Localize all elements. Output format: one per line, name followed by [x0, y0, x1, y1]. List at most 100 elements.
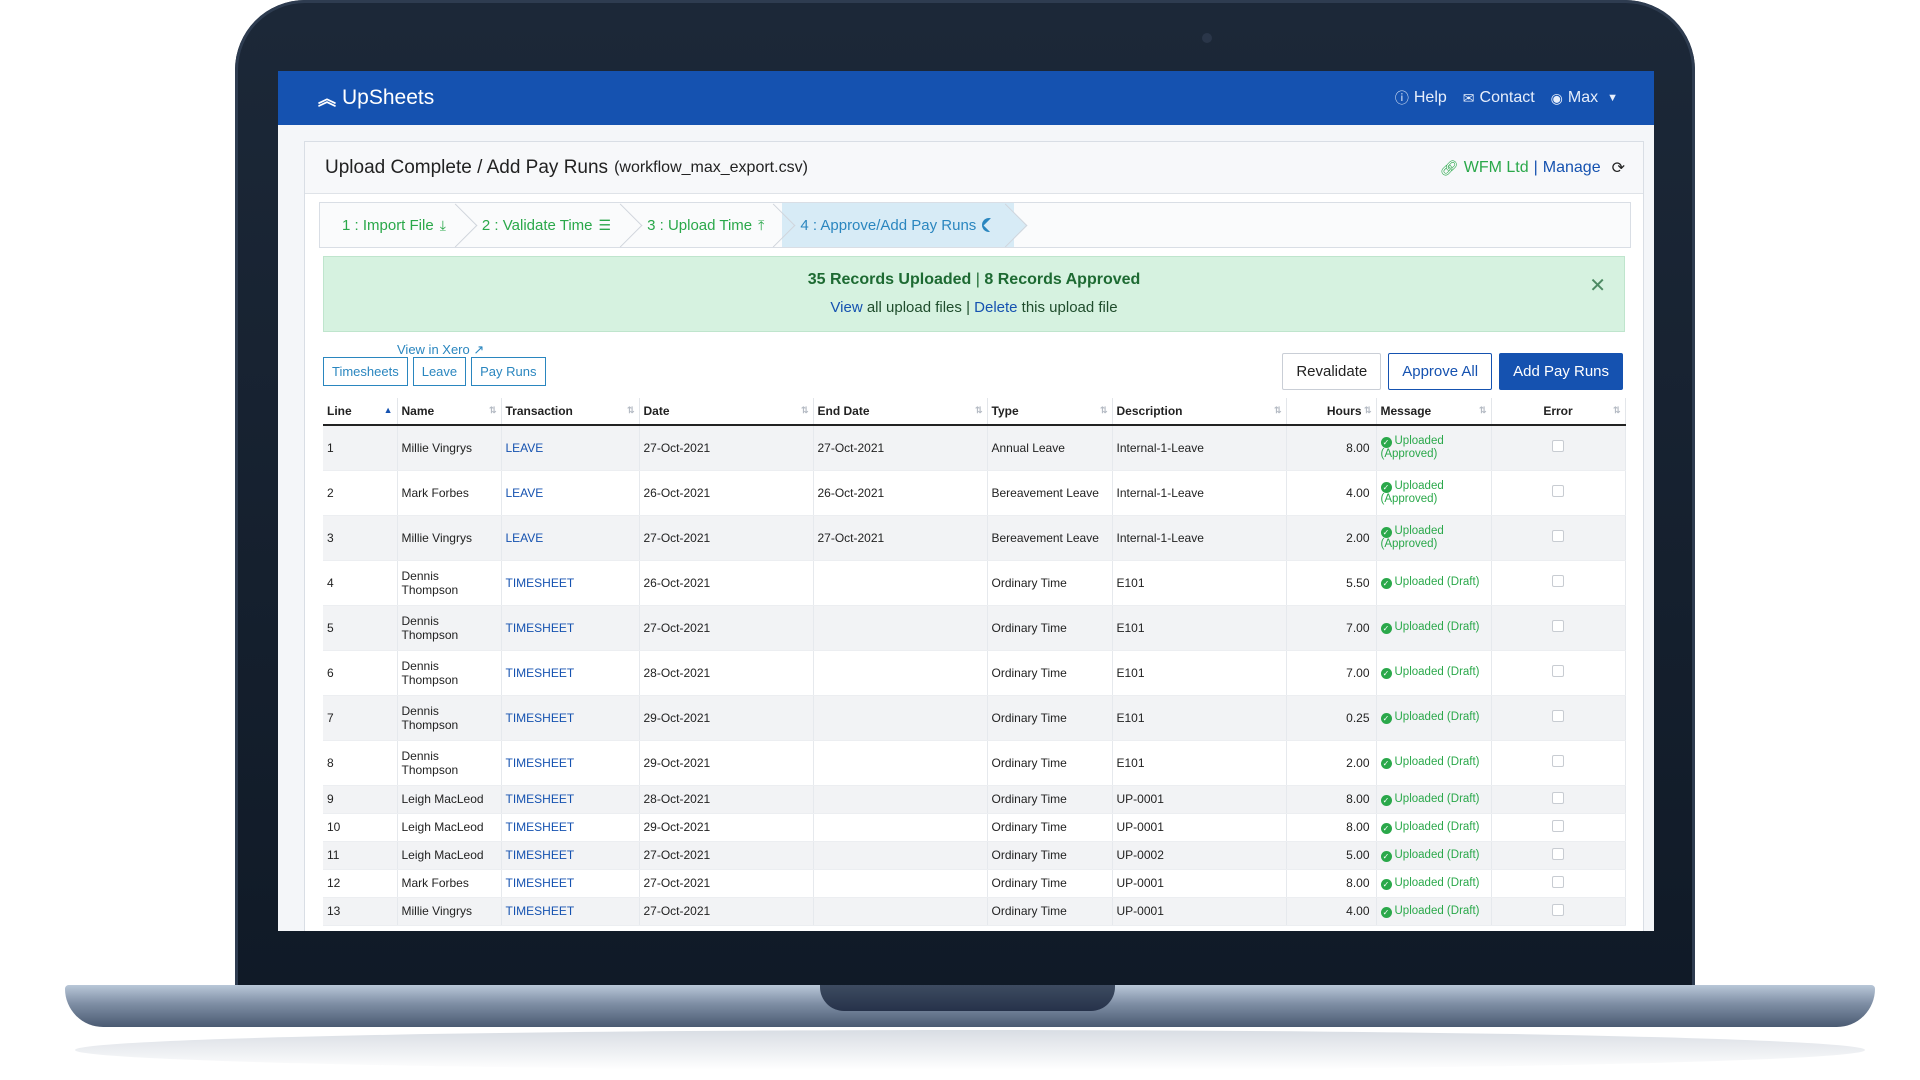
step-label: 4 : Approve/Add Pay Runs — [800, 216, 977, 234]
approve-all-button[interactable]: Approve All — [1388, 353, 1493, 390]
error-checkbox[interactable] — [1552, 710, 1564, 722]
line-cell: 9 — [323, 785, 398, 814]
transaction-link[interactable]: TIMESHEET — [501, 650, 640, 696]
column-header-error[interactable]: Error ⇅ — [1491, 398, 1626, 426]
type-cell: Ordinary Time — [987, 869, 1113, 898]
transaction-link[interactable]: LEAVE — [501, 515, 640, 561]
table-row: 6 Dennis Thompson TIMESHEET 28-Oct-2021 Ordi… — [323, 650, 1626, 696]
page-title: Upload Complete / Add Pay Runs — [325, 156, 609, 178]
sort-icon: ⇅ — [1363, 405, 1372, 415]
transaction-link[interactable]: TIMESHEET — [501, 695, 640, 741]
refresh-icon[interactable]: ⟳ — [1611, 159, 1625, 177]
column-header-message[interactable]: Message ⇅ — [1376, 398, 1492, 426]
contact-link[interactable]: ✉ Contact — [1463, 88, 1535, 108]
column-header-type[interactable]: Type ⇅ — [987, 398, 1113, 426]
step-import-file[interactable]: 1 : Import File ⤓ — [320, 203, 464, 247]
view-in-xero-link[interactable]: View in Xero ↗ — [397, 342, 484, 358]
end-date-cell — [813, 869, 988, 898]
error-checkbox[interactable] — [1552, 440, 1564, 453]
column-header-name[interactable]: Name ⇅ — [397, 398, 502, 426]
error-checkbox[interactable] — [1552, 791, 1564, 804]
name-cell: Dennis Thompson — [397, 560, 502, 606]
records-uploaded: 35 Records Uploaded — [807, 271, 972, 288]
transaction-link[interactable]: LEAVE — [501, 425, 640, 471]
check-circle-icon: ✓ — [1380, 822, 1392, 834]
add-pay-runs-button[interactable]: Add Pay Runs — [1499, 353, 1623, 390]
transaction-link[interactable]: TIMESHEET — [501, 785, 640, 814]
step-label: 1 : Import File — [342, 216, 434, 234]
leave-button[interactable]: Leave — [412, 357, 467, 386]
transaction-link[interactable]: LEAVE — [501, 470, 640, 516]
type-cell: Ordinary Time — [987, 813, 1113, 842]
line-cell: 12 — [323, 869, 398, 898]
view-link[interactable]: View — [830, 299, 863, 316]
transaction-link[interactable]: TIMESHEET — [501, 897, 640, 926]
message-text: Uploaded (Draft) — [1394, 666, 1480, 678]
column-header-date[interactable]: Date ⇅ — [639, 398, 814, 426]
name-cell: Leigh MacLeod — [397, 813, 502, 842]
description-cell: E101 — [1112, 650, 1287, 696]
transaction-link[interactable]: TIMESHEET — [501, 813, 640, 842]
column-header-description[interactable]: Description ⇅ — [1112, 398, 1287, 426]
wizard-steps: 1 : Import File ⤓ 2 : Validate Time ☰ 3 … — [319, 202, 1631, 248]
transaction-link[interactable]: TIMESHEET — [501, 869, 640, 898]
revalidate-button[interactable]: Revalidate — [1282, 353, 1382, 390]
message-cell: ✓ Uploaded (Draft) — [1376, 740, 1492, 786]
help-link[interactable]: ⓘ Help — [1395, 88, 1447, 108]
error-checkbox[interactable] — [1552, 875, 1564, 888]
hours-cell: 5.50 — [1286, 560, 1377, 606]
brand-logo[interactable]: ︽ UpSheets — [318, 85, 434, 111]
column-header-line[interactable]: Line ▲ — [323, 398, 398, 426]
column-header-label: Error — [1543, 404, 1573, 418]
card-header: Upload Complete / Add Pay Runs (workflow… — [305, 142, 1643, 194]
table-row: 5 Dennis Thompson TIMESHEET 27-Oct-2021 Ordi… — [323, 605, 1626, 651]
error-checkbox[interactable] — [1552, 575, 1564, 587]
question-circle-icon: ⓘ — [1394, 90, 1409, 106]
sort-icon: ⇅ — [800, 405, 809, 415]
transaction-link[interactable]: TIMESHEET — [501, 605, 640, 651]
error-checkbox[interactable] — [1552, 665, 1564, 677]
step-validate-time[interactable]: 2 : Validate Time ☰ — [464, 203, 629, 247]
error-checkbox[interactable] — [1552, 903, 1564, 916]
check-circle-icon: ✓ — [1380, 527, 1392, 538]
user-menu[interactable]: ◉ Max ▼ — [1551, 88, 1618, 108]
link-icon: 🔗︎ — [1439, 159, 1459, 177]
timesheets-button[interactable]: Timesheets — [323, 357, 408, 386]
name-cell: Millie Vingrys — [397, 897, 502, 926]
filter-buttons: Timesheets Leave Pay Runs — [323, 357, 546, 386]
step-upload-time[interactable]: 3 : Upload Time ⤒ — [629, 203, 782, 247]
step-label: 3 : Upload Time — [647, 216, 753, 234]
pay-runs-button[interactable]: Pay Runs — [471, 357, 546, 386]
org-name[interactable]: WFM Ltd — [1463, 158, 1529, 176]
transaction-link[interactable]: TIMESHEET — [501, 560, 640, 606]
column-header-end-date[interactable]: End Date ⇅ — [813, 398, 988, 426]
message-text: Uploaded (Draft) — [1394, 876, 1480, 889]
error-checkbox[interactable] — [1552, 847, 1564, 860]
error-cell — [1491, 650, 1626, 696]
error-checkbox[interactable] — [1552, 485, 1564, 497]
error-checkbox[interactable] — [1552, 620, 1564, 632]
error-checkbox[interactable] — [1552, 819, 1564, 832]
manage-link[interactable]: Manage — [1542, 158, 1601, 176]
name-cell: Dennis Thompson — [397, 695, 502, 741]
column-header-transaction[interactable]: Transaction ⇅ — [501, 398, 640, 426]
close-icon[interactable]: ✕ — [1589, 275, 1606, 297]
org-separator: | — [1533, 158, 1538, 176]
check-circle-icon: ✓ — [1380, 850, 1392, 862]
description-cell: E101 — [1112, 605, 1287, 651]
user-name: Max — [1567, 89, 1599, 106]
end-date-cell — [813, 560, 988, 606]
check-circle-icon: ✓ — [1380, 623, 1392, 634]
error-cell — [1491, 425, 1626, 471]
step-approve-add-pay-runs[interactable]: 4 : Approve/Add Pay Runs ✓ — [782, 203, 1015, 247]
type-cell: Ordinary Time — [987, 560, 1113, 606]
transaction-link[interactable]: TIMESHEET — [501, 740, 640, 786]
error-checkbox[interactable] — [1552, 530, 1564, 542]
delete-link[interactable]: Delete — [974, 299, 1018, 316]
transaction-link[interactable]: TIMESHEET — [501, 841, 640, 870]
table-row: 11 Leigh MacLeod TIMESHEET 27-Oct-2021 Ordin… — [323, 841, 1626, 870]
column-header-hours[interactable]: Hours ⇅ — [1286, 398, 1377, 426]
laptop-camera — [1202, 33, 1212, 43]
error-checkbox[interactable] — [1552, 755, 1564, 767]
check-circle-icon: ✓ — [1380, 578, 1392, 589]
